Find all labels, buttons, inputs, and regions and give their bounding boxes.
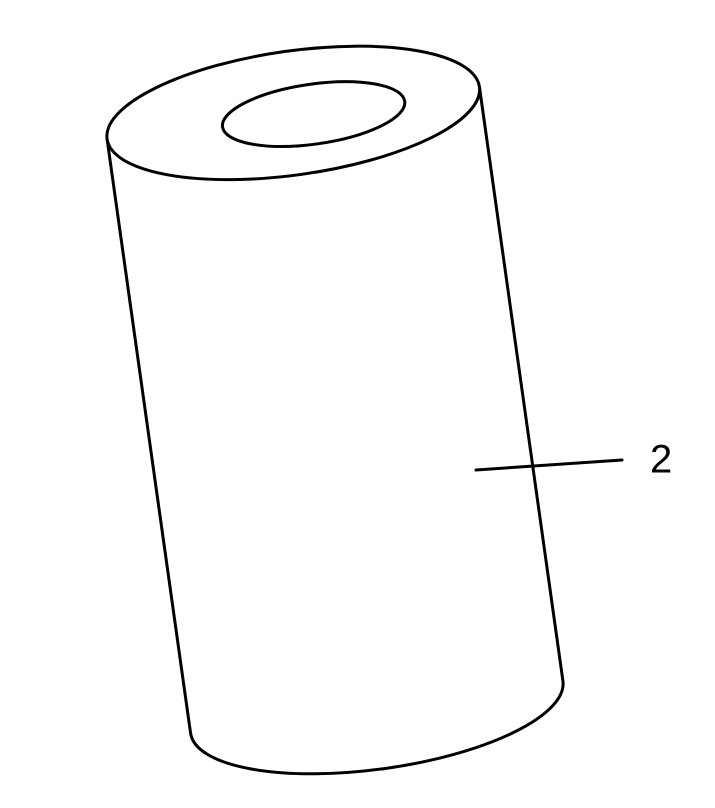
cylinder [98, 25, 571, 794]
callout-label: 2 [650, 438, 672, 482]
cylinder-body [107, 87, 571, 795]
